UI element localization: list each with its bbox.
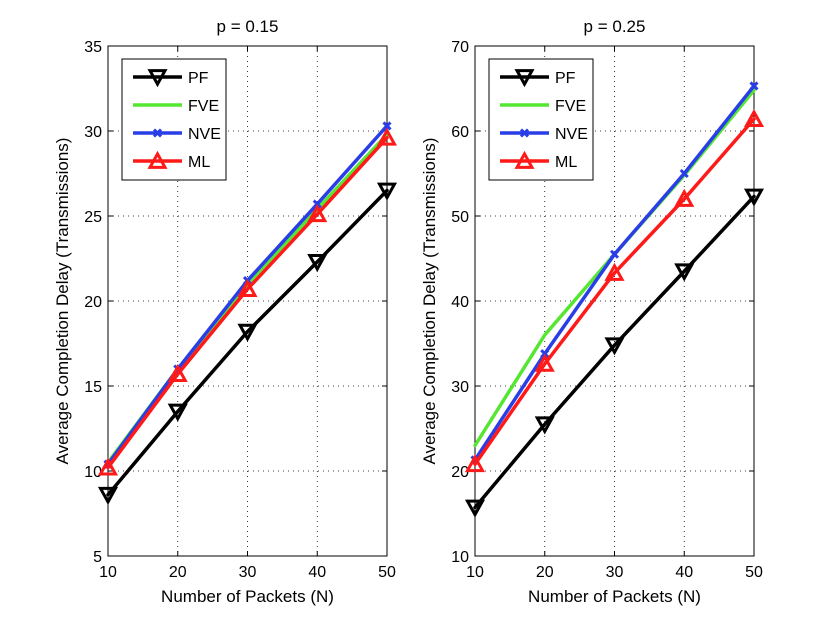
- data-point-pf: [674, 263, 695, 282]
- y-tick-label: 70: [451, 39, 469, 56]
- legend-label-pf: PF: [188, 70, 209, 87]
- data-point-pf: [97, 486, 119, 506]
- legend-marker-pf: [514, 69, 535, 88]
- y-tick-label: 5: [93, 549, 102, 566]
- data-point-ml: [97, 457, 119, 476]
- x-axis-label: Number of Packets (N): [161, 587, 334, 606]
- chart-title: p = 0.25: [584, 17, 646, 36]
- legend-label-nve: NVE: [555, 126, 588, 143]
- data-point-nve: [609, 249, 620, 259]
- series-line-ml: [473, 117, 756, 466]
- x-tick-label: 50: [378, 564, 396, 581]
- chart-title: p = 0.15: [217, 17, 279, 36]
- y-tick-label: 35: [84, 39, 102, 56]
- series-ml: [464, 108, 765, 473]
- legend-label-ml: ML: [555, 154, 577, 171]
- y-tick-label: 40: [451, 294, 469, 311]
- x-tick-label: 40: [308, 564, 326, 581]
- legend-label-fve: FVE: [188, 98, 219, 115]
- data-point-pf: [604, 337, 625, 356]
- data-point-ml: [674, 188, 695, 207]
- series-ml: [97, 127, 398, 476]
- x-tick-label: 20: [536, 564, 554, 581]
- x-tick-label: 40: [675, 564, 693, 581]
- x-tick-label: 10: [99, 564, 117, 581]
- y-tick-label: 60: [451, 124, 469, 141]
- data-point-pf: [743, 188, 765, 207]
- data-point-pf: [167, 403, 188, 422]
- y-axis-label: Average Completion Delay (Transmissions): [420, 138, 439, 465]
- x-tick-label: 30: [239, 564, 257, 581]
- x-tick-label: 50: [745, 564, 763, 581]
- data-point-ml: [534, 353, 555, 372]
- data-point-ml: [167, 363, 188, 382]
- legend-label-ml: ML: [188, 154, 210, 171]
- x-tick-label: 20: [169, 564, 187, 581]
- legend-label-pf: PF: [555, 70, 576, 87]
- legend-marker-pf: [147, 69, 168, 88]
- legend: PF FVE NVE ML: [488, 58, 594, 181]
- legend-label-fve: FVE: [555, 98, 586, 115]
- data-point-ml: [743, 108, 765, 127]
- x-axis-label: Number of Packets (N): [528, 587, 701, 606]
- series-pf: [97, 182, 398, 506]
- series-line-ml: [106, 136, 389, 470]
- data-point-ml: [464, 453, 486, 473]
- y-tick-label: 50: [451, 209, 469, 226]
- series-pf: [464, 188, 765, 518]
- legend-marker-ml: [147, 150, 168, 169]
- y-tick-label: 20: [84, 294, 102, 311]
- data-point-nve: [749, 81, 759, 91]
- data-point-pf: [464, 499, 486, 518]
- right-chart-p-025: 10 20 30 40 50 10 20 30 40 50 60 70 p = 0.25 Number o…: [420, 17, 765, 606]
- data-point-pf: [237, 323, 258, 342]
- series-line-pf: [473, 194, 756, 510]
- y-tick-label: 30: [84, 124, 102, 141]
- y-tick-label: 20: [451, 464, 469, 481]
- x-tick-label: 10: [466, 564, 484, 581]
- data-point-ml: [376, 127, 398, 146]
- data-point-ml: [604, 262, 625, 281]
- legend-marker-nve: [152, 128, 163, 138]
- legend-marker-nve: [519, 128, 530, 138]
- data-point-pf: [376, 182, 398, 201]
- y-tick-label: 30: [451, 379, 469, 396]
- data-point-nve: [679, 168, 689, 179]
- legend-label-nve: NVE: [188, 126, 221, 143]
- series-line-pf: [106, 188, 389, 497]
- data-point-nve: [382, 121, 392, 131]
- data-point-pf: [534, 416, 555, 435]
- legend: PF FVE NVE ML: [121, 58, 227, 181]
- y-tick-label: 10: [84, 464, 102, 481]
- data-point-pf: [307, 254, 328, 273]
- y-tick-label: 15: [84, 379, 102, 396]
- data-point-ml: [237, 278, 258, 297]
- x-tick-label: 30: [606, 564, 624, 581]
- data-point-ml: [307, 204, 328, 223]
- y-tick-label: 25: [84, 209, 102, 226]
- legend-marker-ml: [514, 150, 535, 169]
- y-axis-label: Average Completion Delay (Transmissions): [53, 138, 72, 465]
- y-tick-label: 10: [451, 549, 469, 566]
